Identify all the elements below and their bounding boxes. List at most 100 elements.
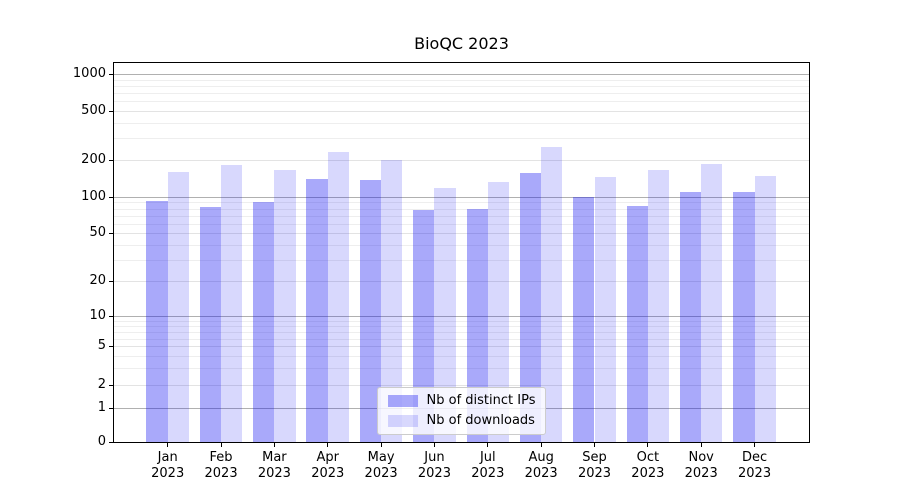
bar-sep-downloads — [594, 176, 616, 442]
y-minor-gridline — [114, 338, 809, 340]
y-tick-mark — [109, 407, 113, 409]
y-tick-label: 50 — [89, 225, 106, 241]
bar-nov-downloads — [701, 163, 723, 442]
legend-swatch-downloads-icon — [387, 415, 418, 427]
bar-dec-downloads — [754, 175, 776, 442]
y-minor-gridline — [114, 202, 809, 204]
bar-aug-downloads — [541, 147, 563, 442]
bar-dec-distinct-ips — [733, 192, 755, 442]
y-minor-gridline — [114, 122, 809, 124]
x-tick-label: Jul 2023 — [471, 450, 505, 481]
y-gridline — [114, 74, 809, 76]
y-gridline — [114, 111, 809, 113]
x-tick-mark — [380, 443, 382, 447]
bar-jul-downloads — [487, 181, 510, 442]
y-minor-gridline — [114, 259, 809, 261]
y-tick-label: 0 — [97, 434, 106, 449]
x-tick-label: May 2023 — [364, 450, 398, 481]
x-tick-mark — [487, 443, 489, 447]
x-tick-label: Aug 2023 — [524, 450, 558, 481]
y-tick-mark — [109, 316, 113, 318]
y-minor-gridline — [114, 244, 809, 246]
y-axis-ticks — [109, 63, 113, 443]
plot-area: Nb of distinct IPs Nb of downloads — [113, 62, 810, 443]
x-tick-label: Sep 2023 — [577, 450, 612, 481]
bar-sep-distinct-ips — [573, 196, 595, 442]
bar-jul-distinct-ips — [466, 208, 488, 442]
x-tick-mark — [754, 443, 756, 447]
chart-title: BioQC 2023 — [414, 34, 509, 53]
x-tick-mark — [647, 443, 649, 447]
x-tick-label: Oct 2023 — [631, 450, 665, 481]
y-gridline — [114, 159, 809, 161]
y-tick-mark — [109, 346, 113, 348]
y-tick-mark — [109, 111, 113, 113]
y-tick-mark — [109, 280, 113, 282]
legend: Nb of distinct IPs Nb of downloads — [376, 387, 547, 435]
x-tick-label: Apr 2023 — [311, 450, 345, 481]
bar-oct-distinct-ips — [626, 205, 648, 442]
legend-item-distinct-ips: Nb of distinct IPs — [387, 393, 536, 408]
y-tick-mark — [109, 233, 113, 235]
x-tick-mark — [540, 443, 542, 447]
bar-may-distinct-ips — [359, 180, 382, 442]
legend-swatch-distinct-ips-icon — [387, 395, 418, 407]
x-axis: Jan 2023 Feb 2023 Mar 2023 Apr 2023 May 2023… — [114, 443, 809, 497]
y-tick-label: 20 — [89, 272, 106, 288]
y-minor-gridline — [114, 325, 809, 327]
y-tick-label: 5 — [97, 338, 106, 354]
y-tick-mark — [109, 74, 113, 76]
bar-feb-distinct-ips — [199, 207, 222, 442]
bar-jan-distinct-ips — [146, 201, 168, 442]
y-gridline — [114, 196, 809, 198]
x-tick-label: Jan 2023 — [151, 450, 185, 481]
y-gridline — [114, 280, 809, 282]
x-tick-label: Jun 2023 — [417, 450, 451, 481]
x-tick-mark — [220, 443, 222, 447]
legend-label-downloads: Nb of downloads — [426, 413, 535, 428]
y-minor-gridline — [114, 331, 809, 333]
x-tick-mark — [327, 443, 329, 447]
x-tick-label: Feb 2023 — [204, 450, 238, 481]
y-minor-gridline — [114, 367, 809, 369]
y-tick-mark — [109, 159, 113, 161]
x-tick-mark — [594, 443, 595, 447]
y-gridline — [114, 346, 809, 348]
x-tick-label: Mar 2023 — [257, 450, 291, 481]
y-gridline — [114, 316, 809, 318]
y-minor-gridline — [114, 101, 809, 103]
x-tick-label: Nov 2023 — [684, 450, 718, 481]
y-minor-gridline — [114, 355, 809, 357]
y-tick-label: 500 — [81, 103, 106, 119]
legend-item-downloads: Nb of downloads — [387, 413, 536, 428]
y-gridline — [114, 384, 809, 386]
y-minor-gridline — [114, 93, 809, 95]
bar-feb-downloads — [221, 165, 243, 442]
y-tick-mark — [109, 196, 113, 198]
bar-apr-downloads — [327, 151, 350, 442]
y-minor-gridline — [114, 223, 809, 225]
bar-jun-distinct-ips — [413, 209, 435, 442]
y-minor-gridline — [114, 208, 809, 210]
bar-mar-downloads — [274, 169, 296, 442]
y-tick-mark — [109, 442, 113, 443]
bar-oct-downloads — [647, 170, 670, 442]
bar-may-downloads — [381, 160, 403, 442]
bar-aug-distinct-ips — [519, 173, 542, 442]
x-tick-label: Dec 2023 — [738, 450, 772, 481]
y-tick-mark — [109, 384, 113, 386]
bar-apr-distinct-ips — [306, 178, 328, 442]
x-tick-mark — [273, 443, 275, 447]
y-tick-label: 10 — [89, 308, 106, 324]
y-minor-gridline — [114, 215, 809, 217]
legend-label-distinct-ips: Nb of distinct IPs — [426, 393, 536, 408]
y-axis-labels: 0 1 2 5 10 20 50 100 200 500 1000 — [0, 63, 106, 449]
y-tick-label: 200 — [81, 151, 106, 167]
y-tick-label: 1000 — [72, 66, 106, 82]
y-gridline — [114, 233, 809, 235]
x-tick-mark — [700, 443, 702, 447]
bar-jun-downloads — [434, 188, 456, 442]
y-minor-gridline — [114, 86, 809, 88]
bar-nov-distinct-ips — [679, 191, 702, 442]
